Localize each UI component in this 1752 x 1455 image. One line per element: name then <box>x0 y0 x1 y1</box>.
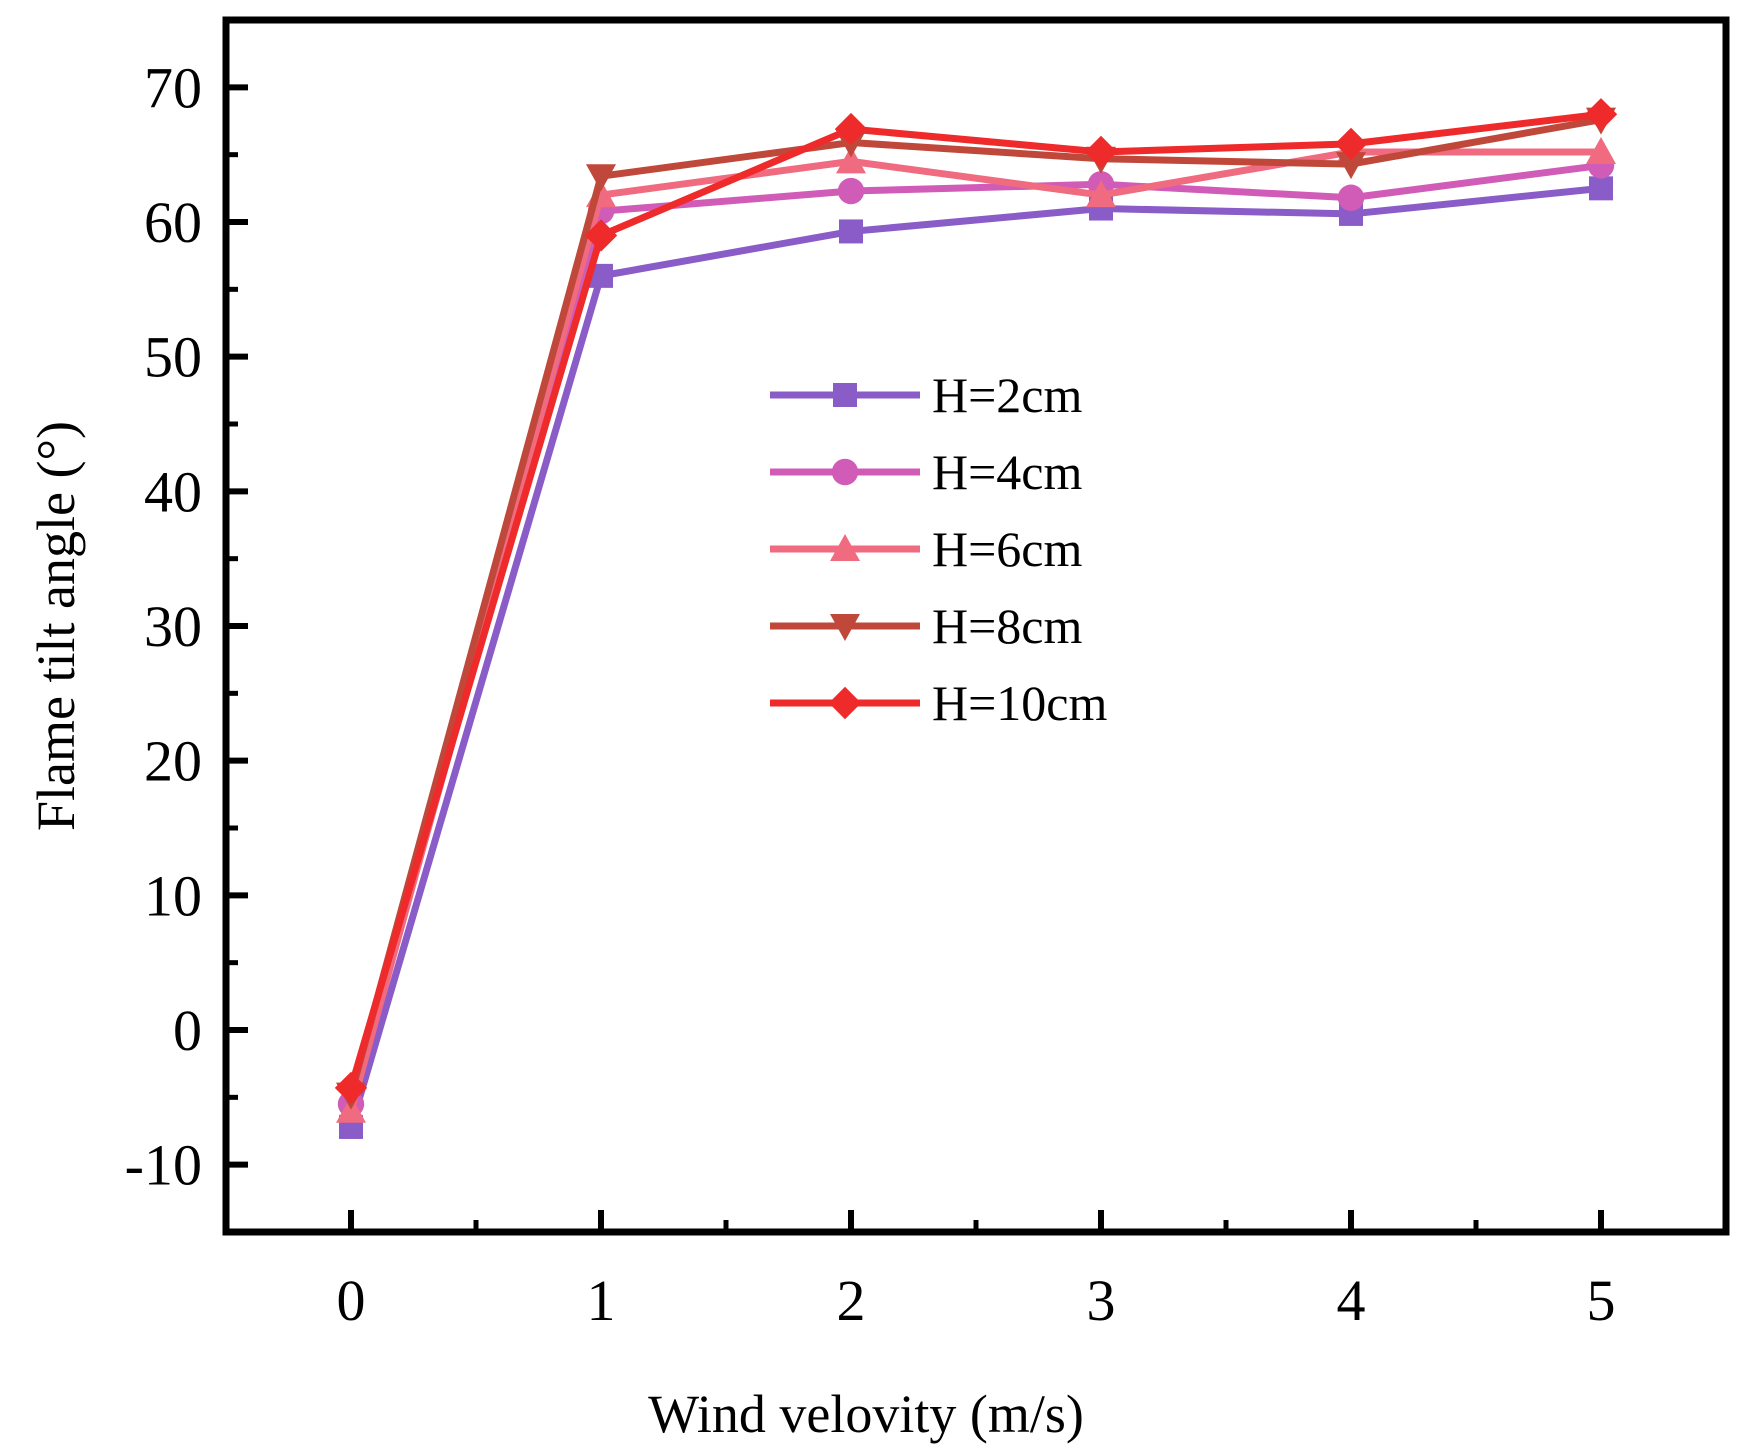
data-point-diamond <box>834 112 868 146</box>
data-point-triangle-up <box>1086 180 1116 208</box>
legend: H=2cm H=4cm H=6cm H=8cm H=10cm <box>770 367 1107 731</box>
plot-frame <box>222 16 1730 1236</box>
data-point-diamond <box>828 686 862 720</box>
data-point-triangle-up <box>1586 136 1616 164</box>
legend-item: H=4cm <box>770 444 1082 500</box>
y-tick-label: 40 <box>144 459 202 524</box>
ticks-layer: -10 0 10 20 30 40 50 60 70 0 1 2 3 4 5 <box>125 17 1729 1333</box>
y-tick-label: 0 <box>173 998 202 1063</box>
data-point-circle <box>831 458 859 486</box>
legend-item: H=8cm <box>770 598 1082 654</box>
legend-label: H=4cm <box>932 444 1082 500</box>
x-tick-label: 3 <box>1087 1268 1116 1333</box>
data-point-square <box>1589 176 1613 201</box>
data-point-triangle-up <box>830 534 860 561</box>
data-point-square <box>839 219 863 244</box>
y-axis-title: Flame tilt angle (°) <box>26 421 86 831</box>
legend-label: H=6cm <box>932 521 1082 577</box>
legend-label: H=2cm <box>932 367 1082 423</box>
series-line <box>347 116 1602 1096</box>
y-tick-label: 50 <box>144 325 202 390</box>
data-point-circle <box>837 177 865 205</box>
data-point-diamond <box>334 1071 368 1105</box>
y-tick-label: 10 <box>144 863 202 928</box>
x-tick-label: 4 <box>1337 1268 1366 1333</box>
y-tick-label: 30 <box>144 594 202 659</box>
y-tick-label: -10 <box>125 1133 202 1198</box>
data-point-square <box>833 383 857 407</box>
x-tick-label: 2 <box>837 1268 866 1333</box>
data-point-triangle-up <box>836 146 866 174</box>
series-line <box>347 110 1602 1089</box>
legend-item: H=10cm <box>770 675 1107 731</box>
data-point-triangle-down <box>586 164 616 192</box>
data-point-triangle-down <box>1336 152 1366 180</box>
legend-label: H=8cm <box>932 598 1082 654</box>
series-h-10cm <box>334 98 1618 1105</box>
data-point-diamond <box>1084 135 1118 169</box>
y-tick-label: 70 <box>144 55 202 120</box>
series-line <box>347 148 1601 1112</box>
x-tick-label: 5 <box>1587 1268 1616 1333</box>
data-point-diamond <box>1334 127 1368 161</box>
legend-item: H=2cm <box>770 367 1082 423</box>
data-point-diamond <box>1584 98 1618 131</box>
legend-item: H=6cm <box>770 521 1082 577</box>
data-point-triangle-down <box>830 614 860 641</box>
y-tick-label: 60 <box>144 190 202 255</box>
series-layer <box>334 98 1618 1139</box>
series-line <box>347 184 1602 1128</box>
data-point-diamond <box>584 219 618 252</box>
x-tick-label: 1 <box>587 1268 616 1333</box>
series-h-2cm <box>339 176 1613 1139</box>
legend-label: H=10cm <box>932 675 1107 731</box>
x-tick-label: 0 <box>337 1268 366 1333</box>
x-axis-title: Wind velovity (m/s) <box>648 1384 1084 1444</box>
y-tick-label: 20 <box>144 729 202 794</box>
data-point-circle <box>1337 184 1365 211</box>
